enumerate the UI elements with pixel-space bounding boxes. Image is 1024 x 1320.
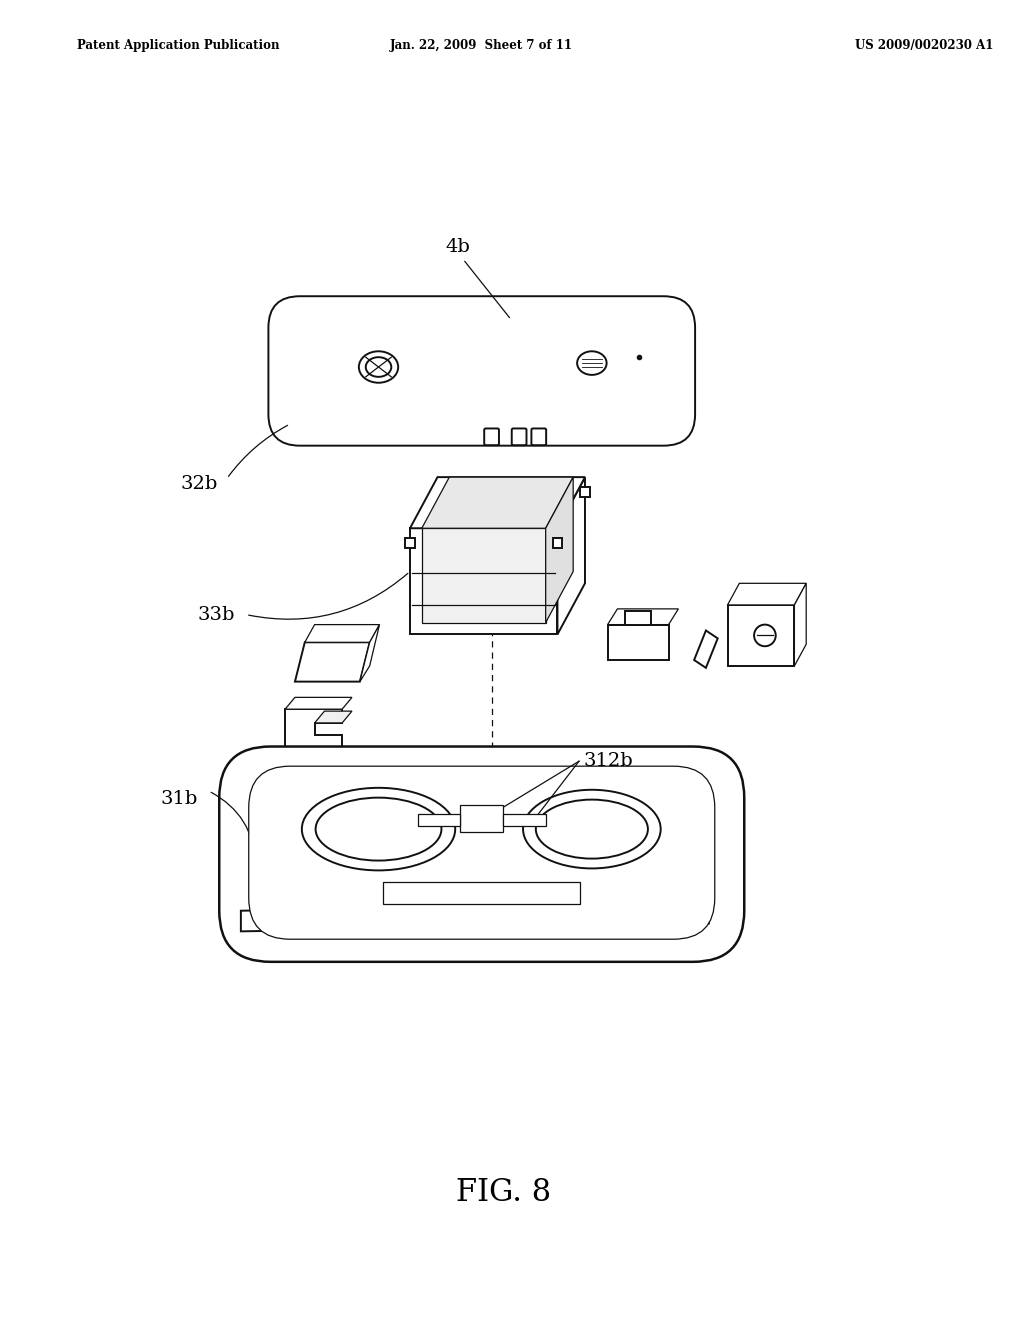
- Polygon shape: [418, 814, 460, 826]
- Bar: [626, 611, 651, 624]
- Ellipse shape: [358, 351, 398, 383]
- Polygon shape: [504, 814, 546, 826]
- Polygon shape: [241, 904, 709, 932]
- Ellipse shape: [523, 789, 660, 869]
- Polygon shape: [359, 624, 380, 681]
- Ellipse shape: [754, 624, 776, 647]
- Polygon shape: [557, 477, 585, 635]
- Ellipse shape: [302, 788, 456, 870]
- Bar: [607, 624, 669, 660]
- Polygon shape: [795, 583, 806, 665]
- FancyBboxPatch shape: [531, 429, 546, 445]
- Polygon shape: [314, 711, 352, 723]
- Text: 31b: 31b: [161, 789, 198, 808]
- Polygon shape: [422, 477, 573, 528]
- Bar: [580, 487, 590, 496]
- Ellipse shape: [315, 797, 441, 861]
- Polygon shape: [410, 528, 557, 635]
- Bar: [727, 605, 795, 665]
- FancyBboxPatch shape: [268, 296, 695, 446]
- Polygon shape: [305, 624, 380, 643]
- FancyBboxPatch shape: [484, 429, 499, 445]
- Text: 312b: 312b: [584, 752, 634, 771]
- Polygon shape: [295, 643, 370, 681]
- Bar: [553, 539, 562, 548]
- Text: Jan. 22, 2009  Sheet 7 of 11: Jan. 22, 2009 Sheet 7 of 11: [390, 40, 573, 51]
- Polygon shape: [285, 697, 352, 709]
- Text: 33b: 33b: [198, 606, 236, 623]
- Polygon shape: [281, 408, 678, 432]
- Polygon shape: [607, 609, 678, 624]
- Text: 32b: 32b: [180, 474, 218, 492]
- Polygon shape: [422, 528, 546, 623]
- FancyBboxPatch shape: [219, 747, 744, 962]
- Text: 4b: 4b: [445, 239, 470, 256]
- Text: Patent Application Publication: Patent Application Publication: [77, 40, 280, 51]
- Polygon shape: [546, 477, 573, 623]
- Polygon shape: [727, 583, 806, 605]
- Bar: [406, 539, 415, 548]
- Polygon shape: [460, 804, 504, 832]
- Polygon shape: [410, 477, 585, 528]
- Ellipse shape: [366, 358, 391, 376]
- Polygon shape: [694, 631, 718, 668]
- FancyBboxPatch shape: [512, 429, 526, 445]
- Ellipse shape: [536, 800, 648, 858]
- Polygon shape: [383, 882, 580, 904]
- FancyBboxPatch shape: [249, 766, 715, 940]
- Polygon shape: [285, 709, 342, 748]
- Text: US 2009/0020230 A1: US 2009/0020230 A1: [855, 40, 993, 51]
- Text: FIG. 8: FIG. 8: [456, 1176, 551, 1208]
- Ellipse shape: [578, 351, 606, 375]
